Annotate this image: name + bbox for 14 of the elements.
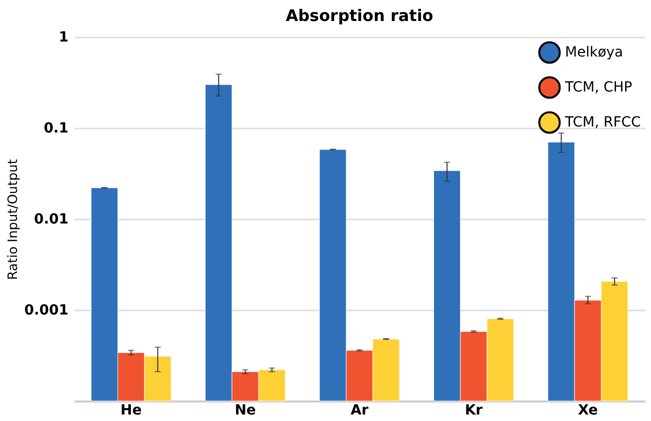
x-tick-label: Kr	[464, 402, 483, 418]
legend-label: Melkøya	[565, 44, 624, 60]
legend-label: TCM, CHP	[564, 80, 632, 96]
x-tick-label: Ar	[350, 402, 368, 418]
y-tick-label: 0.1	[44, 120, 68, 136]
x-tick-label: Ne	[234, 402, 256, 418]
y-axis-title: Ratio Input/Output	[6, 159, 22, 280]
legend-label: TCM, RFCC	[564, 114, 642, 130]
y-tick-label: 0.01	[34, 212, 68, 228]
chart-title: Absorption ratio	[286, 6, 434, 25]
y-tick-label: 1	[58, 30, 68, 46]
x-tick-label: He	[120, 402, 142, 418]
x-tick-label: Xe	[578, 402, 598, 418]
y-tick-label: 0.001	[24, 302, 68, 318]
